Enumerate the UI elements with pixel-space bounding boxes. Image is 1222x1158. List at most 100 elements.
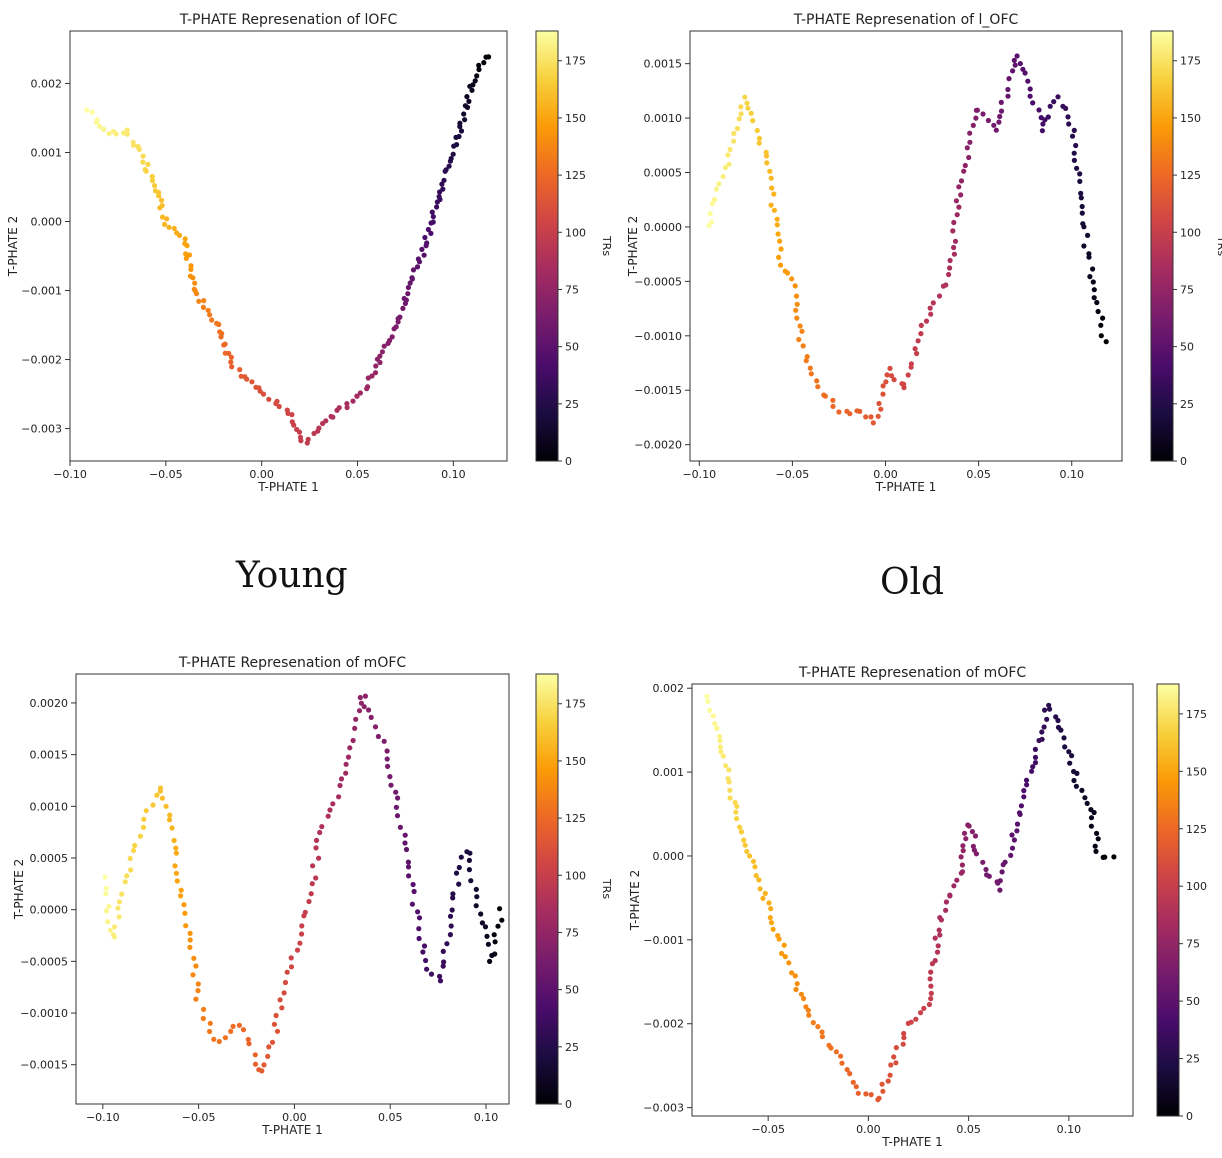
scatter-point xyxy=(238,373,244,379)
scatter-point xyxy=(1086,251,1092,257)
scatter-point xyxy=(315,428,321,434)
scatter-point xyxy=(887,365,893,371)
scatter-point xyxy=(782,954,788,960)
scatter-point xyxy=(1092,843,1098,849)
scatter-point xyxy=(472,78,478,84)
scatter-point xyxy=(395,795,401,801)
x-tick-label: 0.10 xyxy=(1059,468,1084,481)
scatter-point xyxy=(327,807,333,813)
scatter-point xyxy=(770,926,776,932)
x-tick-label: −0.05 xyxy=(751,1123,785,1136)
scatter-point xyxy=(950,228,956,234)
scatter-point xyxy=(387,774,393,780)
scatter-point xyxy=(826,1042,832,1048)
scatter-point xyxy=(456,864,462,871)
scatter-point xyxy=(1077,178,1083,184)
scatter-point xyxy=(927,976,933,982)
scatter-point xyxy=(260,391,267,397)
scatter-point xyxy=(954,212,960,218)
scatter-point xyxy=(336,794,342,800)
scatter-point xyxy=(1055,724,1062,730)
scatter-point xyxy=(106,903,112,910)
scatter-point xyxy=(422,234,428,241)
scatter-point xyxy=(893,1045,899,1051)
scatter-point xyxy=(159,795,165,801)
scatter-point xyxy=(744,100,750,106)
scatter-point xyxy=(364,386,370,392)
x-tick-label: 0.00 xyxy=(249,468,274,481)
scatter-point xyxy=(424,966,430,972)
x-tick-label: −0.10 xyxy=(86,1111,120,1124)
scatter-point xyxy=(276,403,282,410)
scatter-point xyxy=(122,879,128,885)
scatter-point xyxy=(709,200,715,207)
scatter-point xyxy=(963,836,969,842)
scatter-point xyxy=(132,842,138,849)
scatter-point xyxy=(1008,852,1014,858)
scatter-point xyxy=(350,737,356,744)
scatter-point xyxy=(732,799,738,806)
scatter-point xyxy=(961,168,967,174)
scatter-point xyxy=(997,113,1003,120)
scatter-point xyxy=(325,813,331,819)
scatter-point xyxy=(201,1006,207,1012)
scatter-point xyxy=(879,1081,885,1087)
x-tick-label: 0.00 xyxy=(282,1111,307,1124)
scatter-point xyxy=(425,226,431,233)
scatter-point xyxy=(1017,61,1023,67)
scatter-point xyxy=(375,733,381,740)
colorbar-tick-label: 150 xyxy=(565,112,586,125)
scatter-point xyxy=(927,305,933,311)
x-axis-label: T-PHATE 1 xyxy=(257,480,318,494)
scatter-point xyxy=(748,110,754,116)
scatter-point xyxy=(923,318,930,324)
scatter-point xyxy=(1079,203,1085,210)
scatter-point xyxy=(464,94,470,100)
scatter-point xyxy=(935,943,941,949)
scatter-point xyxy=(1039,729,1045,735)
scatter-point xyxy=(337,782,343,789)
y-tick-label: 0.0000 xyxy=(644,221,683,234)
scatter-point xyxy=(284,969,290,975)
scatter-point xyxy=(127,855,133,862)
scatter-point xyxy=(428,971,435,977)
scatter-point xyxy=(1071,768,1077,775)
scatter-point xyxy=(921,1005,927,1011)
scatter-point xyxy=(453,870,460,876)
scatter-point xyxy=(1005,86,1011,93)
scatter-point xyxy=(481,60,487,66)
scatter-point xyxy=(753,873,759,879)
scatter-point xyxy=(428,230,434,236)
scatter-point xyxy=(1095,308,1101,315)
scatter-point xyxy=(774,222,780,228)
scatter-point xyxy=(172,863,178,869)
scatter-point xyxy=(738,111,744,117)
scatter-point xyxy=(1066,749,1072,755)
scatter-point xyxy=(207,1028,213,1035)
scatter-point xyxy=(1046,702,1052,708)
old-group-label: Old xyxy=(880,562,945,603)
scatter-point xyxy=(762,890,768,896)
scatter-point xyxy=(1023,777,1030,783)
y-tick-label: 0.002 xyxy=(653,682,685,695)
scatter-point xyxy=(720,174,726,180)
scatter-point xyxy=(951,219,957,226)
scatter-point xyxy=(240,1027,247,1033)
scatter-point xyxy=(789,276,795,282)
scatter-point xyxy=(124,127,130,133)
scatter-point xyxy=(347,745,353,751)
scatter-point xyxy=(188,266,194,272)
scatter-point xyxy=(736,116,742,122)
scatter-point xyxy=(389,334,395,340)
scatter-point xyxy=(350,398,356,404)
scatter-point xyxy=(187,930,193,936)
scatter-point xyxy=(799,328,805,334)
scatter-point xyxy=(918,331,924,337)
scatter-point xyxy=(216,1038,222,1045)
scatter-point xyxy=(1025,78,1031,84)
scatter-point xyxy=(727,795,733,801)
scatter-point xyxy=(1100,315,1106,321)
scatter-point xyxy=(457,123,463,130)
scatter-point xyxy=(1098,333,1104,339)
x-tick-label: −0.05 xyxy=(182,1111,216,1124)
